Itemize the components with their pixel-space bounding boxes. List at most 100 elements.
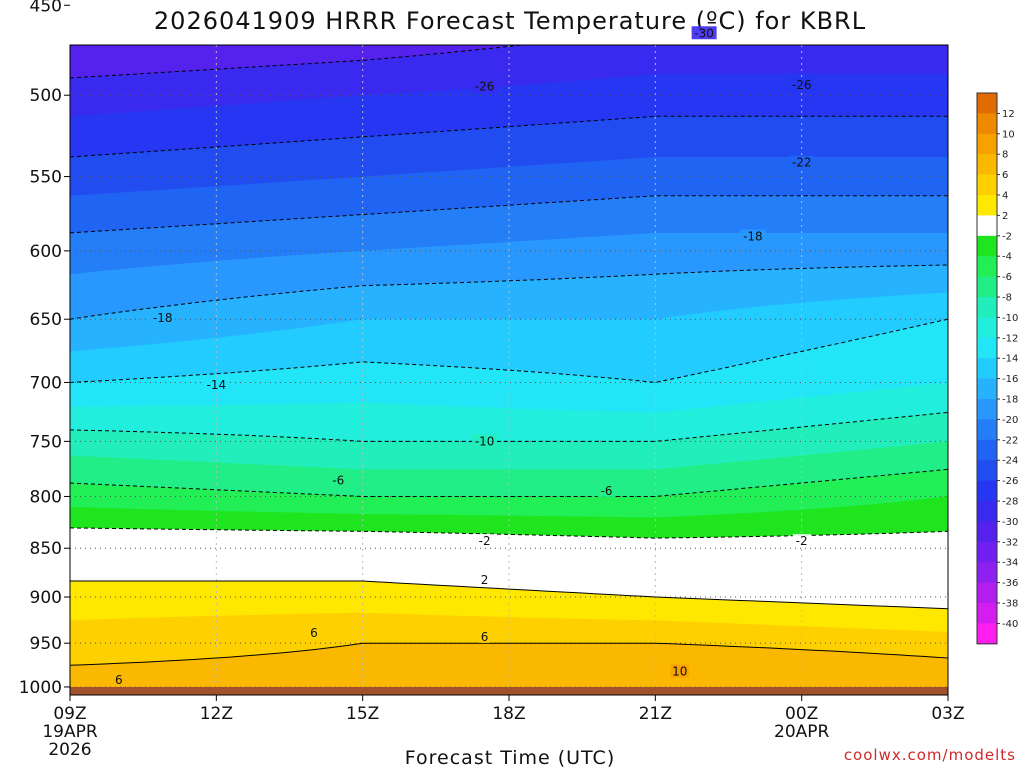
colorbar-label: -20	[1002, 415, 1018, 426]
colorbar-swatch	[977, 399, 997, 420]
contour-line	[70, 318, 948, 384]
y-tick-label: 550	[30, 168, 62, 188]
colorbar-label: -34	[1002, 558, 1018, 569]
colorbar-swatch	[977, 378, 997, 400]
colorbar-label: -30	[1002, 517, 1018, 528]
colorbar-swatch	[977, 297, 997, 318]
colorbar-swatch	[977, 623, 997, 645]
contour-label-bg	[740, 229, 766, 243]
y-tick-label: 800	[30, 487, 62, 507]
contour-label: 6	[115, 673, 123, 687]
colorbar-label: -24	[1002, 456, 1018, 467]
colorbar-swatch	[977, 235, 997, 257]
contour-label: -2	[796, 534, 808, 548]
contour-label-bg	[597, 484, 616, 498]
contour-label-bg	[789, 77, 815, 91]
grid-lines	[70, 45, 948, 695]
contour-label: -22	[792, 155, 812, 169]
contour-label-bg	[479, 572, 491, 586]
y-tick-label: 850	[30, 539, 62, 559]
y-tick-label: 950	[30, 634, 62, 654]
contour-line	[70, 580, 948, 610]
colorbar-label: -36	[1002, 578, 1018, 589]
colorbar-label: 4	[1002, 191, 1008, 202]
colorbar-swatch	[977, 256, 997, 278]
colorbar-swatch	[977, 337, 997, 359]
contour-label: -6	[332, 473, 344, 487]
colorbar-swatch	[977, 562, 997, 584]
contour-label: -26	[475, 80, 495, 94]
colorbar-label: 10	[1002, 129, 1015, 140]
colorbar-swatch	[977, 582, 997, 604]
x-axis-label: Forecast Time (UTC)	[405, 747, 615, 768]
colorbar-frame	[976, 92, 998, 645]
contour-label-bg	[472, 434, 498, 448]
contour-label-bg	[329, 473, 348, 487]
y-tick-label: 750	[30, 432, 62, 452]
colorbar-label: -2	[1002, 231, 1012, 242]
y-tick-label: 450	[30, 0, 62, 16]
contour-line	[70, 642, 948, 666]
x-tick-label: 18Z	[492, 704, 525, 724]
colorbar-label: -22	[1002, 435, 1018, 446]
contour-label: -10	[475, 434, 495, 448]
contour-label-bg	[113, 673, 125, 687]
colorbar-swatch	[977, 439, 997, 461]
colorbar-label: 8	[1002, 150, 1008, 161]
contour-label: 10	[672, 664, 687, 678]
colorbar-label: -12	[1002, 333, 1018, 344]
contour-label-bg	[308, 626, 320, 640]
colorbar-swatch	[977, 113, 997, 135]
contour-label: 6	[310, 626, 318, 640]
colorbar-label: -14	[1002, 354, 1018, 365]
colorbar-label: -26	[1002, 476, 1018, 487]
ground-surface	[70, 687, 948, 695]
colorbar-swatch	[977, 276, 997, 298]
colorbar-swatch	[977, 317, 997, 339]
colorbar-label: -16	[1002, 374, 1018, 385]
colorbar-swatch	[977, 195, 997, 216]
contour-label-bg	[472, 79, 498, 93]
contour-label-bg	[670, 664, 689, 678]
colorbar-swatch	[977, 93, 997, 114]
contour-label: -18	[743, 230, 763, 244]
contour-label: -6	[601, 484, 613, 498]
temperature-bands	[70, 45, 948, 695]
credit-text: coolwx.com/modelts	[844, 746, 1016, 764]
colorbar-label: -32	[1002, 537, 1018, 548]
contour-line	[70, 0, 948, 5]
colorbar-label: -8	[1002, 293, 1012, 304]
y-tick-label: 650	[30, 310, 62, 330]
x-tick-label: 12Z	[200, 704, 233, 724]
chart-title: 2026041909 HRRR Forecast Temperature (ºC…	[154, 7, 866, 35]
x-tick-label: 03Z	[931, 704, 964, 724]
y-tick-label: 500	[30, 86, 62, 106]
x-tick-sublabel: 2026	[48, 740, 91, 760]
y-tick-label: 700	[30, 373, 62, 393]
colorbar-label: -40	[1002, 619, 1018, 630]
colorbar-label: -38	[1002, 599, 1018, 610]
x-tick-label: 15Z	[346, 704, 379, 724]
contour-label: -26	[792, 78, 812, 92]
contour-label-bg	[203, 377, 229, 391]
colorbar-swatch	[977, 541, 997, 563]
x-tick-label: 00Z	[785, 704, 818, 724]
colorbar: 12 10 8 6 4 2 -2 -4 -6 -8 -10 -12 -14 -16 -18 -20 -22 -24…	[976, 92, 1018, 645]
contour-label-bg	[479, 629, 491, 643]
contour-label: 6	[481, 630, 489, 644]
colorbar-swatch	[977, 419, 997, 441]
contour-label: -18	[153, 311, 173, 325]
colorbar-label: 2	[1002, 211, 1008, 222]
colorbar-swatch	[977, 480, 997, 502]
colorbar-swatch	[977, 154, 997, 176]
colorbar-swatch	[977, 133, 997, 155]
contour-label: -14	[207, 378, 227, 392]
colorbar-label: -10	[1002, 313, 1018, 324]
colorbar-swatch	[977, 521, 997, 543]
colorbar-swatch	[977, 501, 997, 522]
contour-line	[70, 264, 948, 320]
contour-label-bg	[789, 155, 815, 169]
contour-label: -2	[479, 534, 491, 548]
